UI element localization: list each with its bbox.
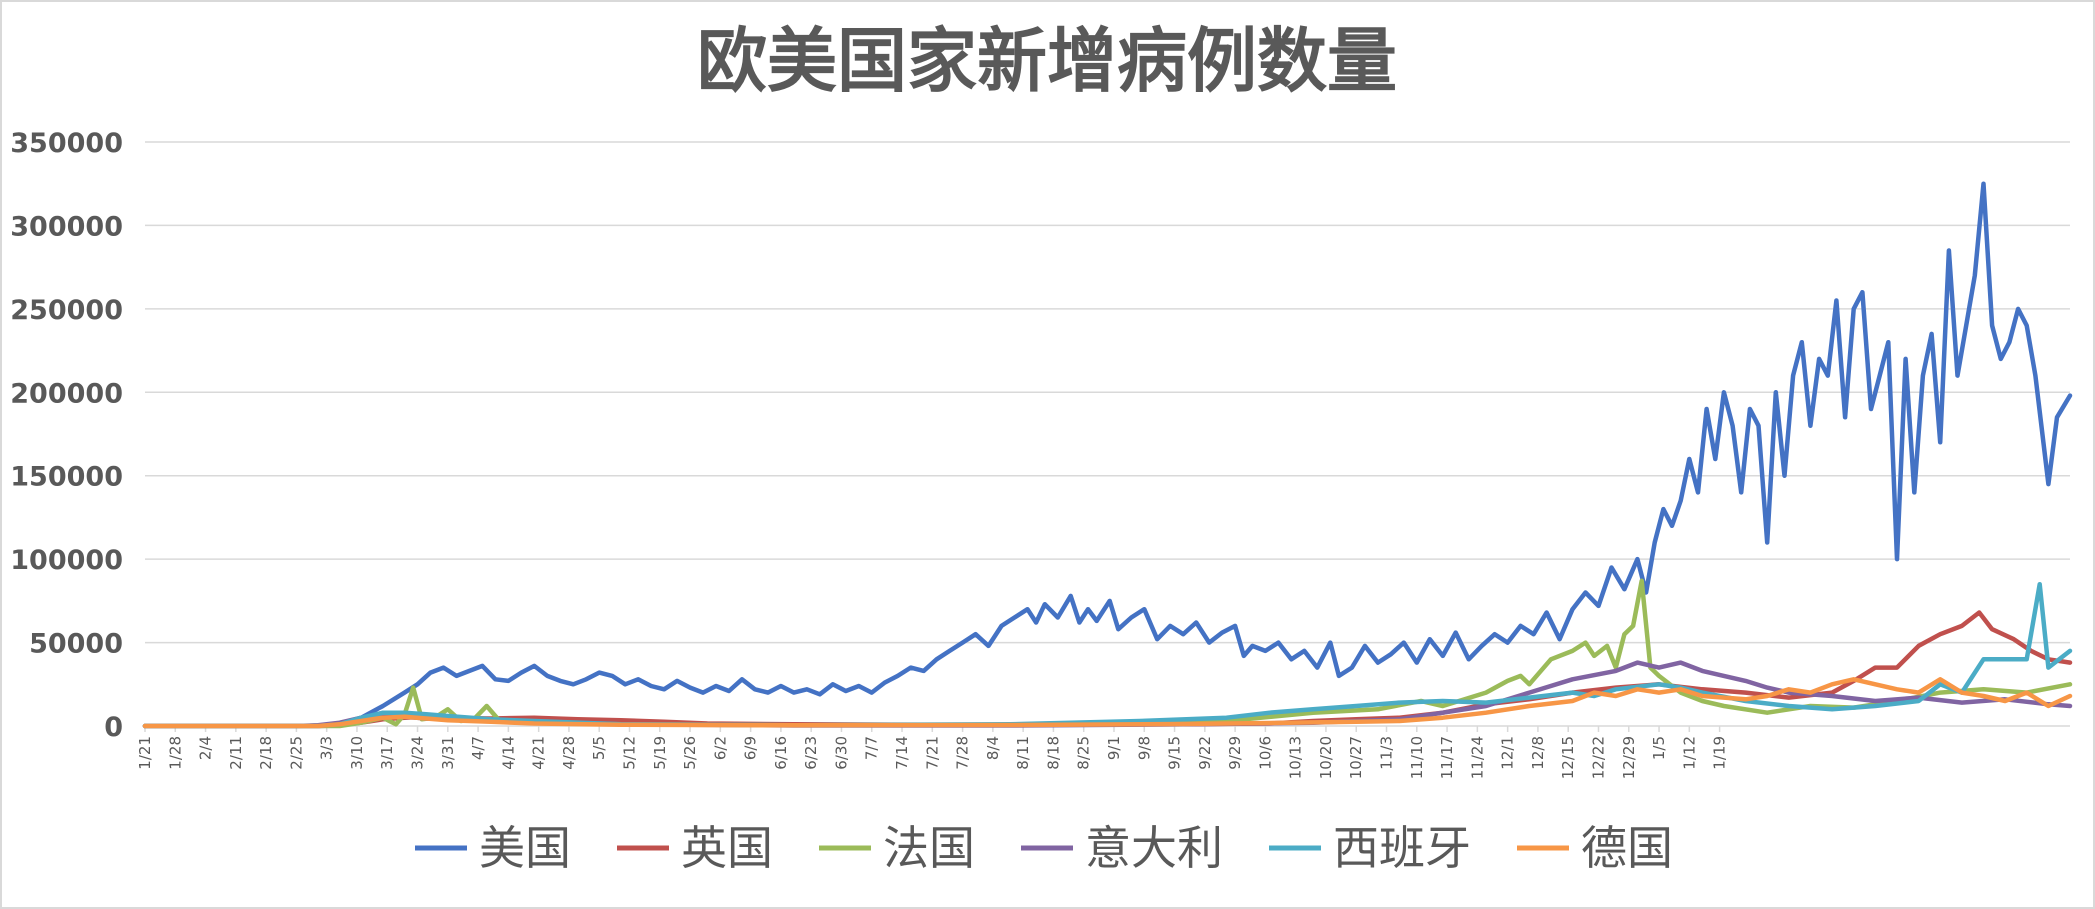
x-tick-label: 10/27 — [1347, 736, 1365, 779]
x-tick-label: 3/24 — [409, 736, 427, 770]
y-tick-label: 250000 — [10, 295, 123, 326]
series-lines — [142, 181, 2073, 729]
x-tick-label: 6/23 — [802, 736, 820, 770]
x-tick-label: 2/11 — [227, 736, 245, 770]
x-tick-label: 2/25 — [287, 736, 305, 770]
x-tick-label: 8/4 — [984, 736, 1002, 760]
x-tick-label: 12/22 — [1589, 736, 1607, 779]
x-tick-label: 11/17 — [1438, 736, 1456, 779]
x-tick-label: 6/9 — [742, 736, 760, 760]
x-tick-label: 8/18 — [1044, 736, 1062, 770]
x-tick-label: 1/12 — [1680, 736, 1698, 770]
legend: 美国 英国 法国 意大利 西班牙 德国 — [415, 821, 1673, 875]
legend-label-1: 英国 — [681, 821, 773, 875]
x-tick-label: 3/17 — [378, 736, 396, 770]
x-tick-label: 7/21 — [923, 736, 941, 770]
x-tick-label: 5/26 — [681, 736, 699, 770]
series-line-0 — [142, 181, 2073, 729]
x-tick-label: 6/30 — [832, 736, 850, 770]
series-line-4 — [142, 581, 2073, 729]
x-tick-label: 4/14 — [499, 736, 517, 770]
x-tick-label: 12/29 — [1620, 736, 1638, 779]
y-tick-label: 100000 — [10, 545, 123, 576]
y-tick-label: 50000 — [29, 629, 123, 660]
x-tick-label: 9/8 — [1135, 736, 1153, 760]
legend-label-2: 法国 — [883, 821, 975, 875]
legend-label-5: 德国 — [1581, 821, 1673, 875]
x-tick-label: 9/22 — [1196, 736, 1214, 770]
x-tick-label: 12/1 — [1499, 736, 1517, 770]
x-tick-label: 4/28 — [560, 736, 578, 770]
y-tick-label: 350000 — [10, 128, 123, 159]
x-tick-label: 3/3 — [318, 736, 336, 760]
x-tick-label: 9/15 — [1166, 736, 1184, 770]
x-tick-label: 1/19 — [1711, 736, 1729, 770]
y-axis: 0 50000 100000 150000 200000 250000 300000 3500… — [10, 128, 123, 743]
x-tick-label: 6/16 — [772, 736, 790, 770]
x-tick-label: 7/28 — [954, 736, 972, 770]
x-tick-label: 11/24 — [1468, 736, 1486, 779]
x-tick-label: 7/14 — [893, 736, 911, 770]
x-tick-label: 2/18 — [257, 736, 275, 770]
x-tick-label: 6/2 — [711, 736, 729, 760]
legend-label-4: 西班牙 — [1333, 821, 1471, 875]
x-tick-label: 12/15 — [1559, 736, 1577, 779]
x-tick-label: 5/12 — [620, 736, 638, 770]
y-tick-label: 200000 — [10, 378, 123, 409]
x-tick-label: 10/6 — [1256, 736, 1274, 770]
x-tick-label: 4/21 — [530, 736, 548, 770]
x-tick-label: 11/10 — [1408, 736, 1426, 779]
grid — [145, 141, 2070, 727]
x-tick-label: 1/28 — [166, 736, 184, 770]
x-tick-label: 12/8 — [1529, 736, 1547, 770]
x-tick-label: 1/21 — [136, 736, 154, 770]
x-tick-label: 9/29 — [1226, 736, 1244, 770]
legend-label-3: 意大利 — [1085, 821, 1223, 875]
x-tick-label: 4/7 — [469, 736, 487, 760]
x-tick-label: 11/3 — [1378, 736, 1396, 770]
y-tick-label: 0 — [104, 712, 123, 743]
x-tick-label: 3/10 — [348, 736, 366, 770]
series-line-5 — [142, 677, 2073, 729]
x-tick-label: 3/31 — [439, 736, 457, 770]
x-tick-label: 1/5 — [1650, 736, 1668, 760]
x-tick-label: 2/4 — [197, 736, 215, 760]
chart-title: 欧美国家新增病例数量 — [697, 20, 1397, 102]
x-tick-label: 10/13 — [1287, 736, 1305, 779]
x-axis: 1/21 1/28 2/4 2/11 2/18 2/25 3/3 3/10 3/17 3/24 3/… — [136, 726, 1729, 779]
x-tick-label: 5/19 — [651, 736, 669, 770]
x-tick-label: 8/25 — [1075, 736, 1093, 770]
x-tick-label: 9/1 — [1105, 736, 1123, 760]
x-tick-label: 10/20 — [1317, 736, 1335, 779]
legend-label-0: 美国 — [479, 821, 571, 875]
y-tick-label: 150000 — [10, 462, 123, 493]
x-tick-label: 8/11 — [1014, 736, 1032, 770]
x-tick-label: 7/7 — [863, 736, 881, 760]
y-tick-label: 300000 — [10, 211, 123, 242]
x-tick-label: 5/5 — [590, 736, 608, 760]
